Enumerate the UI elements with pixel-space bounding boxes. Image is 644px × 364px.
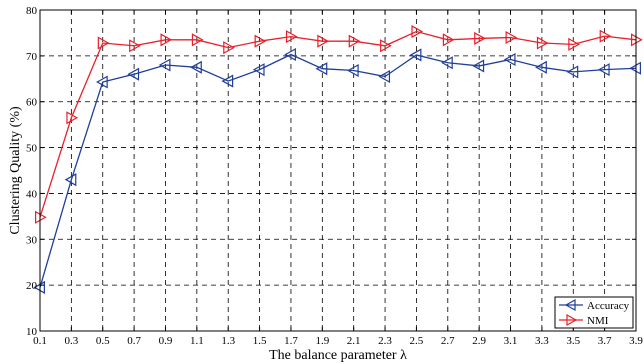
data-point-nmi [505,30,518,45]
data-point-nmi [223,41,235,55]
y-tick-label: 10 [26,326,38,338]
grid-layer [40,10,636,331]
x-tick-label: 0.3 [64,335,78,347]
ticks-layer: 0.1 0.3 0.5 0.7 0.9 1.1 1.3 1.5 1.7 1.9 2.1 2.3 2.5 2… [26,5,643,347]
data-point-nmi [34,210,47,224]
data-point-accuracy [441,56,453,70]
x-tick-label: 0.5 [96,335,110,347]
x-tick-label: 1.7 [284,335,298,347]
plot-frame [39,9,637,332]
x-tick-label: 2.5 [410,335,424,347]
x-tick-label: 3.9 [629,335,643,347]
data-point-nmi [599,29,612,43]
x-tick-label: 2.7 [441,335,455,347]
data-point-nmi [442,33,455,47]
data-point-accuracy [33,280,46,294]
data-point-nmi [191,33,204,47]
x-tick-label: 3.5 [566,335,580,347]
data-point-accuracy [221,74,234,88]
data-point-accuracy [127,67,140,81]
data-point-accuracy [566,65,579,79]
data-point-nmi [474,31,486,45]
x-tick-label: 1.5 [253,335,267,347]
data-point-accuracy [315,62,328,76]
data-point-accuracy [503,53,516,67]
data-point-accuracy [346,64,359,78]
x-tick-label: 2.9 [472,335,486,347]
data-point-nmi [536,36,549,50]
data-point-nmi [66,111,79,125]
series-layer [33,25,643,294]
x-tick-label: 1.3 [221,335,235,347]
data-point-accuracy [597,63,610,77]
data-point-nmi [160,33,173,47]
data-point-nmi [254,34,267,48]
legend-marker-accuracy [564,298,576,312]
x-tick-label: 2.1 [347,335,361,347]
series-line-nmi [39,30,637,218]
data-point-accuracy [409,48,422,62]
data-point-nmi [411,25,424,39]
legend-label-accuracy: Accuracy [587,300,630,312]
data-point-nmi [97,36,110,50]
y-axis-label: Clustering Quality (%) [8,106,23,235]
data-point-nmi [380,39,392,53]
data-point-accuracy [190,60,202,74]
legend-items: Accuracy NMI [559,298,630,327]
data-point-accuracy [378,69,391,84]
x-tick-label: 2.3 [378,335,392,347]
data-point-nmi [630,33,643,47]
x-tick-label: 1.9 [315,335,329,347]
x-tick-label: 0.7 [127,335,141,347]
data-point-accuracy [64,173,77,187]
data-point-accuracy [535,60,547,74]
data-point-accuracy [472,59,485,73]
data-point-accuracy [629,61,642,75]
y-tick-label: 70 [26,51,38,63]
y-tick-label: 60 [26,97,38,109]
data-point-nmi [348,34,361,48]
data-point-nmi [568,37,580,51]
data-point-nmi [129,39,141,53]
legend: Accuracy NMI [554,296,634,329]
x-tick-label: 0.9 [159,335,173,347]
data-point-accuracy [284,47,296,62]
x-tick-label: 3.1 [504,335,518,347]
y-tick-label: 40 [26,188,38,200]
series-line-accuracy [39,53,637,288]
data-point-accuracy [158,58,171,72]
x-tick-label: 1.1 [190,335,204,347]
x-tick-label: 3.7 [598,335,612,347]
y-tick-label: 20 [26,280,38,292]
y-tick-label: 50 [26,143,38,155]
data-point-nmi [317,34,330,48]
legend-box [554,296,634,329]
x-axis-label: The balance parameter λ [269,348,407,363]
data-point-accuracy [96,75,108,89]
data-point-accuracy [252,63,265,77]
y-tick-label: 80 [26,5,38,17]
legend-label-nmi: NMI [587,315,609,327]
x-tick-label: 0.1 [33,335,47,347]
data-point-nmi [285,30,298,44]
y-tick-label: 30 [26,234,38,246]
legend-marker-nmi [566,313,578,327]
x-tick-label: 3.3 [535,335,549,347]
